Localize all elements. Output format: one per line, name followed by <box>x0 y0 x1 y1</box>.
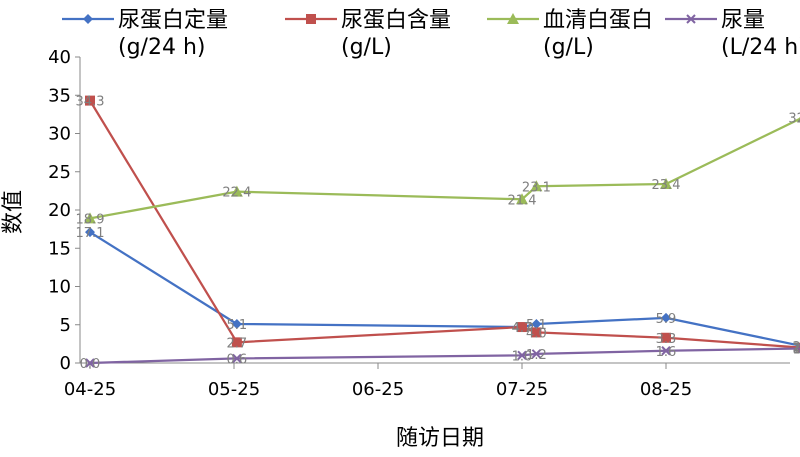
data-label: 2.2 <box>792 340 800 355</box>
data-label: 2.0 <box>792 342 800 357</box>
square-marker <box>531 327 542 338</box>
data-label: 5.1 <box>227 318 248 333</box>
legend-item-1: 尿蛋白定量(g/24 h) <box>62 8 228 60</box>
series-1 <box>85 227 800 349</box>
x-axis-title: 随访日期 <box>396 426 484 451</box>
series-line <box>89 347 800 365</box>
y-tick-label: 10 <box>48 277 71 298</box>
series-line <box>89 231 800 347</box>
data-label: 21.4 <box>508 193 537 208</box>
series-4 <box>85 343 800 368</box>
data-label: 34.3 <box>76 95 105 110</box>
y-tick-label: 0 <box>60 353 71 374</box>
data-label: 22.4 <box>222 186 251 201</box>
x-marker <box>85 358 95 368</box>
x-marker-stroke <box>661 346 671 356</box>
data-label: 0.6 <box>227 352 248 367</box>
x-marker-stroke <box>85 358 95 368</box>
legend-label: 血清白蛋白 <box>543 8 653 33</box>
triangle-marker <box>84 212 96 224</box>
x-marker <box>661 346 671 356</box>
x-marker <box>232 353 242 364</box>
data-label: 4.7 <box>512 321 533 336</box>
diamond-marker <box>531 318 542 329</box>
data-label: 0.0 <box>80 357 101 372</box>
data-label: 23.4 <box>652 178 681 193</box>
diamond-marker <box>85 227 95 238</box>
x-axis: 04-25 05-25 06-25 07-25 08-25 <box>64 362 790 400</box>
legend-unit: (g/L) <box>543 35 594 60</box>
data-label: 2.7 <box>227 336 248 351</box>
x-marker-stroke <box>686 14 696 24</box>
triangle-marker <box>230 185 243 197</box>
data-label: 3.3 <box>656 332 677 347</box>
data-label: 1.0 <box>512 349 533 364</box>
legend-item-2: 尿蛋白含量(g/L) <box>285 8 451 60</box>
triangle-marker <box>516 193 528 205</box>
square-marker <box>85 95 95 106</box>
triangle-marker <box>660 177 672 189</box>
triangle-marker <box>796 116 800 123</box>
legend-label: 尿量 <box>721 8 765 33</box>
data-label: 1.2 <box>526 348 547 363</box>
x-marker <box>686 14 696 24</box>
y-tick-label: 20 <box>48 200 71 221</box>
data-labels: 17.15.14.75.15.92.234.32.74.74.03.32.018… <box>76 95 800 372</box>
x-marker-stroke <box>531 349 542 359</box>
square-marker <box>306 14 316 24</box>
diamond-marker <box>661 312 671 323</box>
y-tick-label: 25 <box>48 162 71 183</box>
x-tick-label: 05-25 <box>208 379 260 400</box>
x-marker-stroke <box>232 353 242 364</box>
legend-unit: (g/24 h) <box>118 35 205 60</box>
legend-label: 尿蛋白定量 <box>118 8 228 33</box>
legend-item-4: 尿量(L/24 h) <box>665 8 800 60</box>
square-marker <box>231 337 242 348</box>
series-layer <box>84 95 800 368</box>
data-label: 5.9 <box>656 312 677 327</box>
y-axis-title: 数值 <box>1 190 26 234</box>
x-marker <box>517 350 527 361</box>
y-tick-label: 15 <box>48 238 71 259</box>
y-tick-label: 40 <box>48 47 71 68</box>
legend: 尿蛋白定量(g/24 h)尿蛋白含量(g/L)血清白蛋白(g/L)尿量(L/24… <box>62 8 800 60</box>
data-label: 1.6 <box>656 345 677 360</box>
data-label: 17.1 <box>76 226 105 241</box>
x-marker-stroke <box>517 350 527 361</box>
data-label: 4.0 <box>526 326 547 341</box>
x-tick-label: 06-25 <box>352 379 404 400</box>
x-marker <box>531 349 542 359</box>
legend-unit: (g/L) <box>341 35 392 60</box>
x-tick-label: 07-25 <box>496 379 548 400</box>
data-label: 1.9 <box>792 342 800 357</box>
legend-unit: (L/24 h) <box>721 35 800 60</box>
y-tick-label: 5 <box>60 315 71 336</box>
data-label: 18.9 <box>76 212 105 227</box>
series-line <box>89 117 800 220</box>
y-tick-label: 35 <box>48 85 71 106</box>
y-tick-label: 30 <box>48 124 71 145</box>
x-tick-label: 08-25 <box>640 379 692 400</box>
data-label: 23.1 <box>522 180 551 195</box>
data-label: 32.1 <box>788 111 800 126</box>
square-marker <box>517 322 527 333</box>
triangle-marker <box>530 180 543 192</box>
diamond-marker <box>83 14 93 24</box>
data-label: 5.1 <box>526 318 547 333</box>
series-3 <box>84 116 800 224</box>
data-label: 4.7 <box>512 321 533 336</box>
legend-label: 尿蛋白含量 <box>341 8 451 33</box>
series-line <box>89 100 800 349</box>
legend-item-3: 血清白蛋白(g/L) <box>487 8 653 60</box>
y-axis: 0 5 10 15 20 25 30 35 40 <box>48 47 81 374</box>
x-tick-label: 04-25 <box>64 379 116 400</box>
triangle-marker <box>507 13 519 24</box>
diamond-marker <box>231 318 242 329</box>
square-marker <box>661 332 671 343</box>
series-2 <box>85 95 800 353</box>
